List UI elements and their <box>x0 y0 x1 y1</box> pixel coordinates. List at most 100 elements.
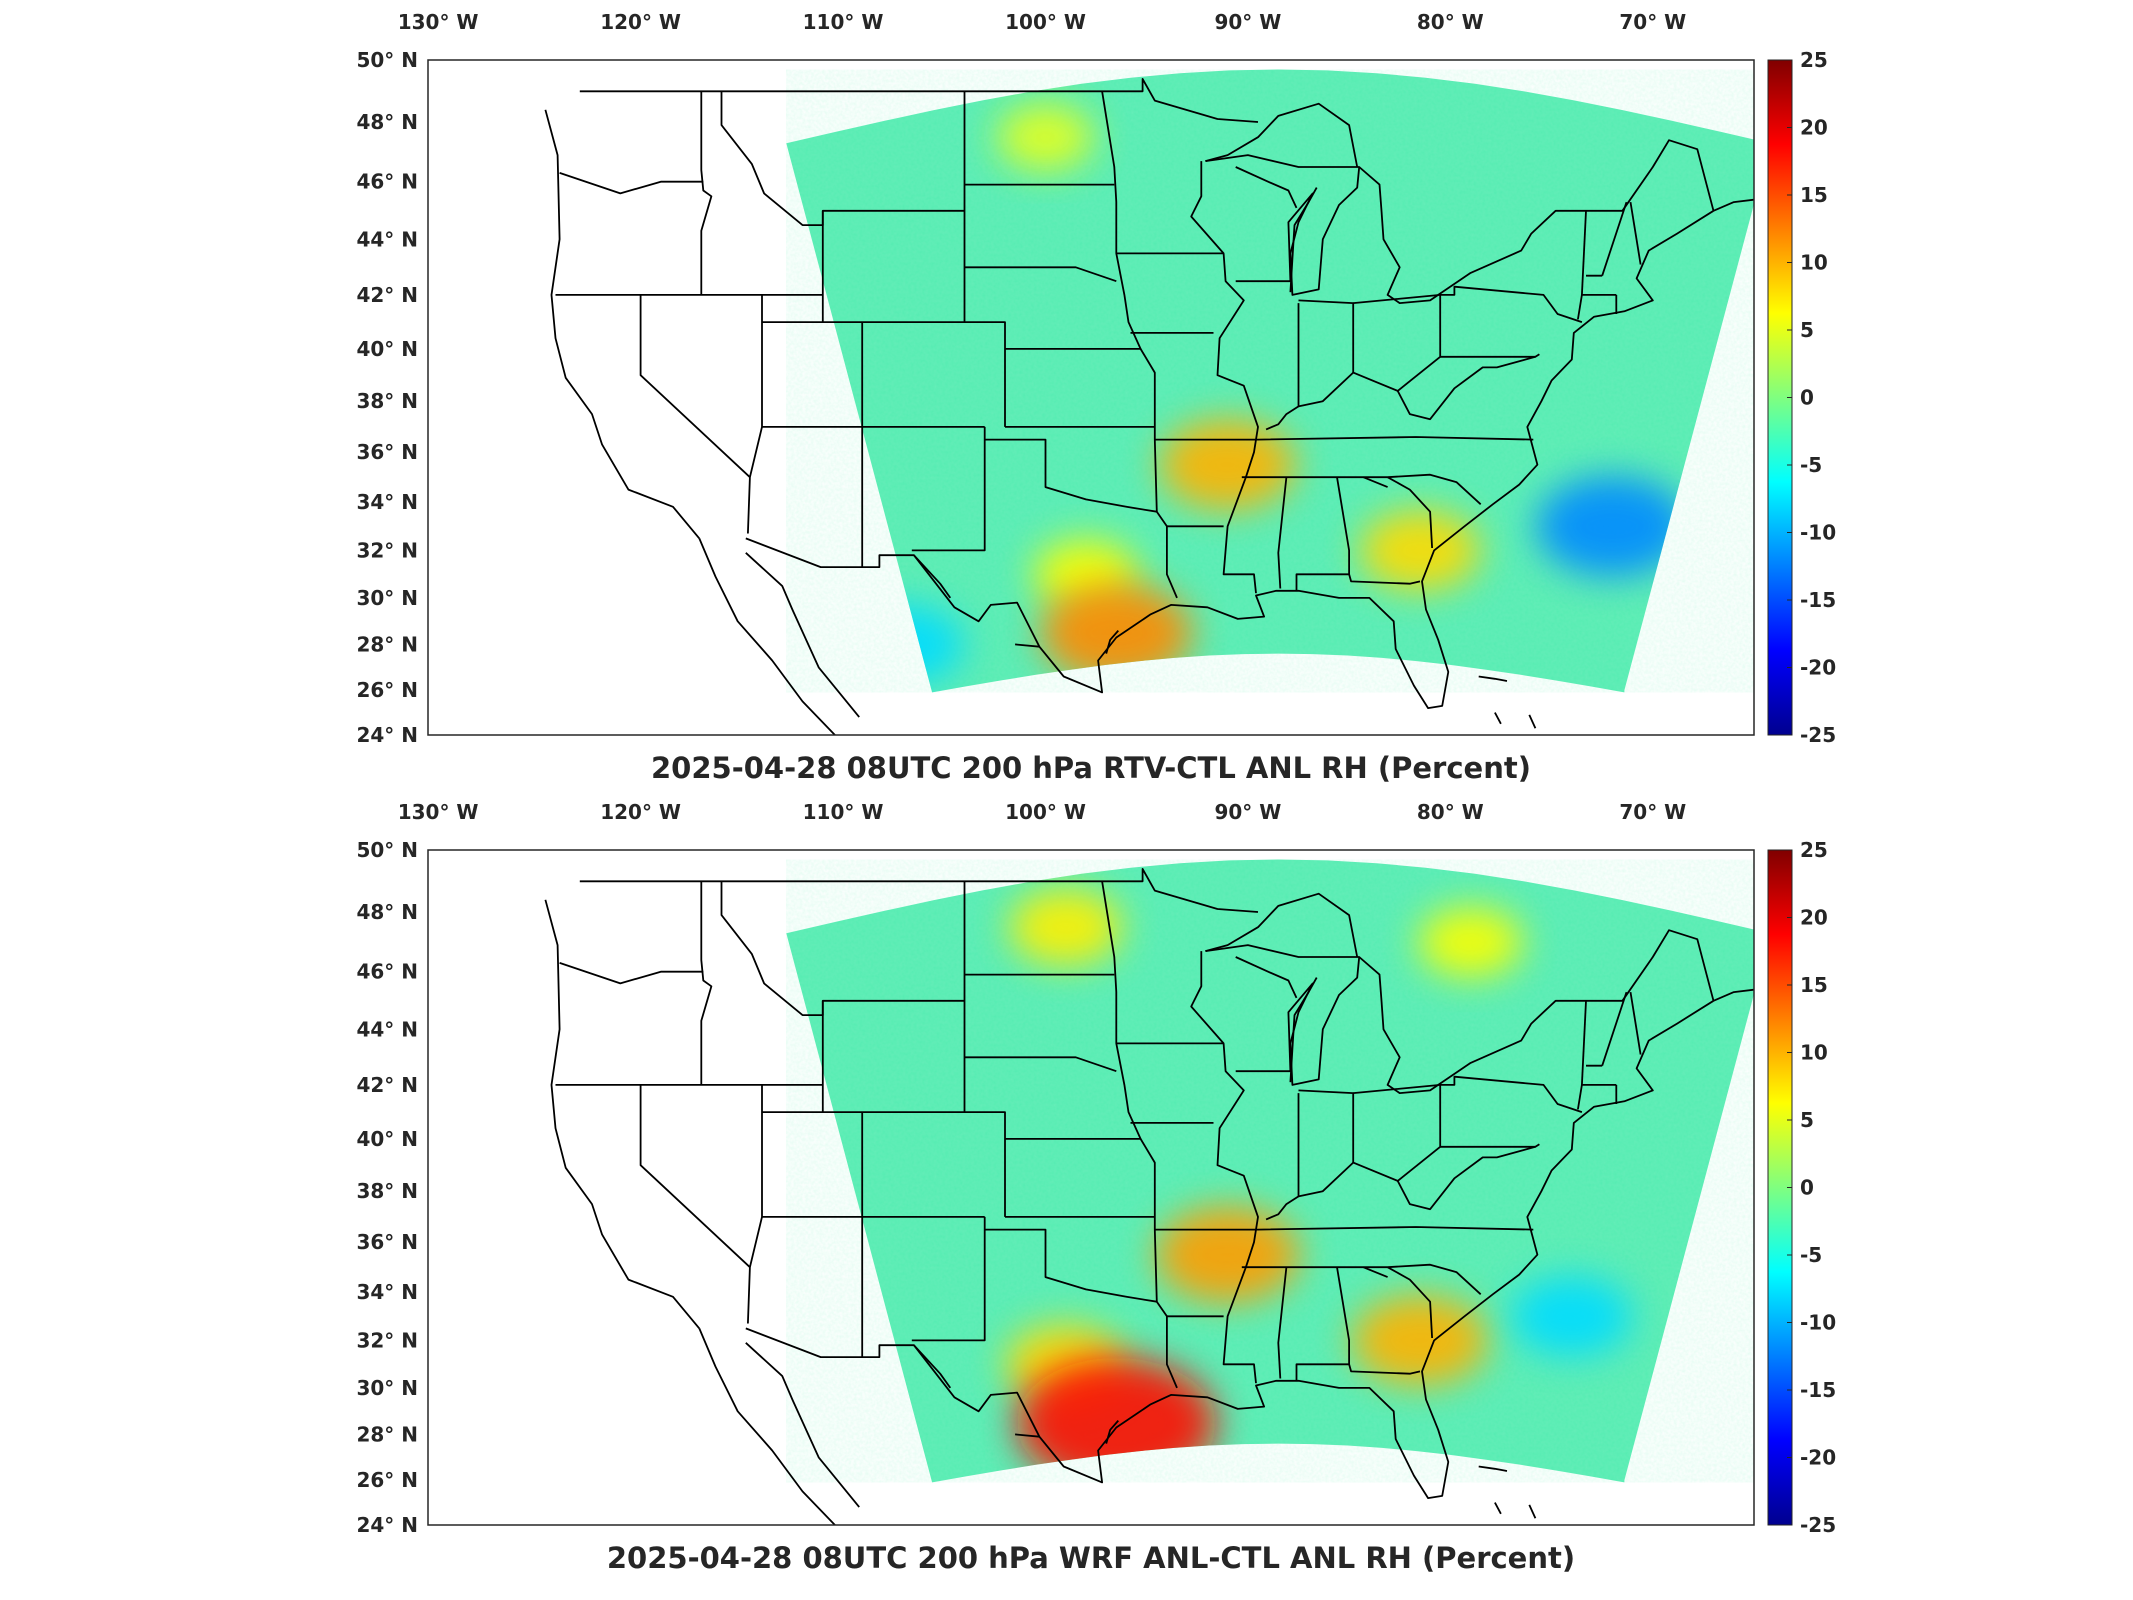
boundary-line <box>1577 1083 1617 1110</box>
boundary-line <box>964 1056 1117 1073</box>
boundary-line <box>745 552 860 718</box>
boundary-line <box>1440 285 1583 323</box>
boundary-line <box>1713 198 1754 212</box>
colorbar-tick-label: 20 <box>1800 116 1828 140</box>
anomaly-arkansas <box>1159 419 1296 510</box>
boundary-line <box>1190 161 1225 254</box>
lat-tick-label: 30° N <box>356 586 418 610</box>
colorbar-tick-label: -25 <box>1800 723 1836 747</box>
boundary-line <box>963 91 1006 427</box>
boundary-line <box>1257 1226 1534 1231</box>
latitude-tick-labels: 50° N 48° N 46° N 44° N 42° N 40° N 38° N 36° N… <box>356 48 418 747</box>
boundary-line <box>1601 201 1628 276</box>
boundary-line <box>963 881 1006 1217</box>
boundary-line <box>1015 1433 1040 1438</box>
boundary-line <box>1241 1263 1482 1295</box>
map-frame <box>427 849 1755 1526</box>
boundary-line <box>745 1000 1714 1499</box>
colorbar-tick-label: -5 <box>1800 1243 1822 1267</box>
boundary-line <box>1015 643 1040 648</box>
boundary-line <box>579 78 1259 123</box>
lat-tick-label: 40° N <box>356 337 418 361</box>
boundary-line <box>1601 991 1628 1066</box>
lat-tick-label: 40° N <box>356 1127 418 1151</box>
boundary-line <box>1358 139 1715 305</box>
colorbar-tick-label: -5 <box>1800 453 1822 477</box>
boundary-line <box>984 1228 1178 1389</box>
lon-tick-label: 90° W <box>1214 10 1281 34</box>
colorbar-tick-label: -10 <box>1800 521 1836 545</box>
lon-tick-label: 120° W <box>600 10 681 34</box>
boundary-line <box>700 881 713 1085</box>
boundary-line <box>747 294 763 534</box>
state-boundaries <box>544 868 1754 1525</box>
lat-tick-label: 46° N <box>356 960 418 984</box>
boundary-line <box>1298 1083 1442 1198</box>
boundary-line <box>639 1084 751 1268</box>
boundary-line <box>1629 201 1642 265</box>
boundary-line <box>1205 892 1359 958</box>
lat-tick-label: 44° N <box>356 227 418 251</box>
boundary-line <box>1105 630 1119 654</box>
boundary-line <box>1277 1267 1288 1379</box>
boundary-line <box>1577 293 1617 320</box>
boundary-line <box>984 438 1178 599</box>
boundary-line <box>1289 187 1318 293</box>
lon-tick-label: 80° W <box>1417 10 1484 34</box>
boundary-line <box>559 962 704 985</box>
boundary-line <box>1494 1502 1502 1515</box>
lat-tick-label: 26° N <box>356 1468 418 1492</box>
colorbar-tick-label: -10 <box>1800 1311 1836 1335</box>
boundary-line <box>698 538 836 735</box>
colorbar-tick-label: 10 <box>1800 251 1828 275</box>
lon-tick-label: 100° W <box>1005 800 1086 824</box>
boundary-line <box>964 266 1117 283</box>
boundary-line <box>1528 714 1537 729</box>
boundary-line <box>1440 353 1540 358</box>
lat-tick-label: 36° N <box>356 440 418 464</box>
boundary-line <box>1235 166 1298 209</box>
boundary-line <box>1362 476 1388 488</box>
colorbar-tick-label: 0 <box>1800 1176 1814 1200</box>
colorbar-tick-label: 5 <box>1800 1108 1814 1132</box>
boundary-line <box>698 1328 836 1525</box>
map-panel-top: 130° W 120° W 110° W 100° W 90° W 80° W 70° W … <box>356 10 1836 785</box>
boundary-line <box>1116 1042 1259 1384</box>
latitude-tick-labels: 50° N 48° N 46° N 44° N 42° N 40° N 38° N 36° N… <box>356 838 418 1537</box>
colorbar: 25 20 15 10 5 0 -5 -10 -15 -20 -25 <box>1767 838 1836 1537</box>
boundary-line <box>1581 210 1587 295</box>
colorbar-tick-labels: 25 20 15 10 5 0 -5 -10 -15 -20 -25 <box>1787 48 1836 747</box>
lon-tick-label: 120° W <box>600 800 681 824</box>
colorbar-tick-label: 20 <box>1800 906 1828 930</box>
colorbar-tick-label: 0 <box>1800 386 1814 410</box>
boundary-line <box>1298 293 1442 408</box>
boundary-line <box>1440 1075 1583 1113</box>
map-frame <box>427 59 1755 736</box>
lat-tick-label: 38° N <box>356 1179 418 1203</box>
lat-tick-label: 38° N <box>356 389 418 413</box>
boundary-line <box>544 899 700 1329</box>
lat-tick-label: 24° N <box>356 1513 418 1537</box>
boundary-line <box>1205 102 1359 168</box>
boundary-line <box>1362 1266 1388 1278</box>
lat-tick-label: 24° N <box>356 723 418 747</box>
boundary-line <box>1396 355 1536 421</box>
lat-tick-label: 42° N <box>356 283 418 307</box>
boundary-line <box>1289 977 1318 1083</box>
panel-title: 2025-04-28 08UTC 200 hPa RTV-CTL ANL RH … <box>651 751 1531 785</box>
anomaly-appalachian <box>1418 907 1523 978</box>
map-panel-bottom: 130° W 120° W 110° W 100° W 90° W 80° W 70° W … <box>356 800 1836 1575</box>
lat-tick-label: 30° N <box>356 1376 418 1400</box>
lon-tick-label: 70° W <box>1619 800 1686 824</box>
anomaly-atlantic-dry <box>1511 1276 1632 1357</box>
lat-tick-label: 28° N <box>356 1422 418 1446</box>
boundary-line <box>1387 476 1433 549</box>
boundary-line <box>1105 1420 1119 1444</box>
panel-title: 2025-04-28 08UTC 200 hPa WRF ANL-CTL ANL… <box>607 1541 1575 1575</box>
colorbar-tick-labels: 25 20 15 10 5 0 -5 -10 -15 -20 -25 <box>1787 838 1836 1537</box>
boundary-line <box>913 554 952 599</box>
boundary-line <box>1358 929 1715 1095</box>
lat-tick-label: 36° N <box>356 1230 418 1254</box>
colorbar-tick-label: -15 <box>1800 588 1836 612</box>
